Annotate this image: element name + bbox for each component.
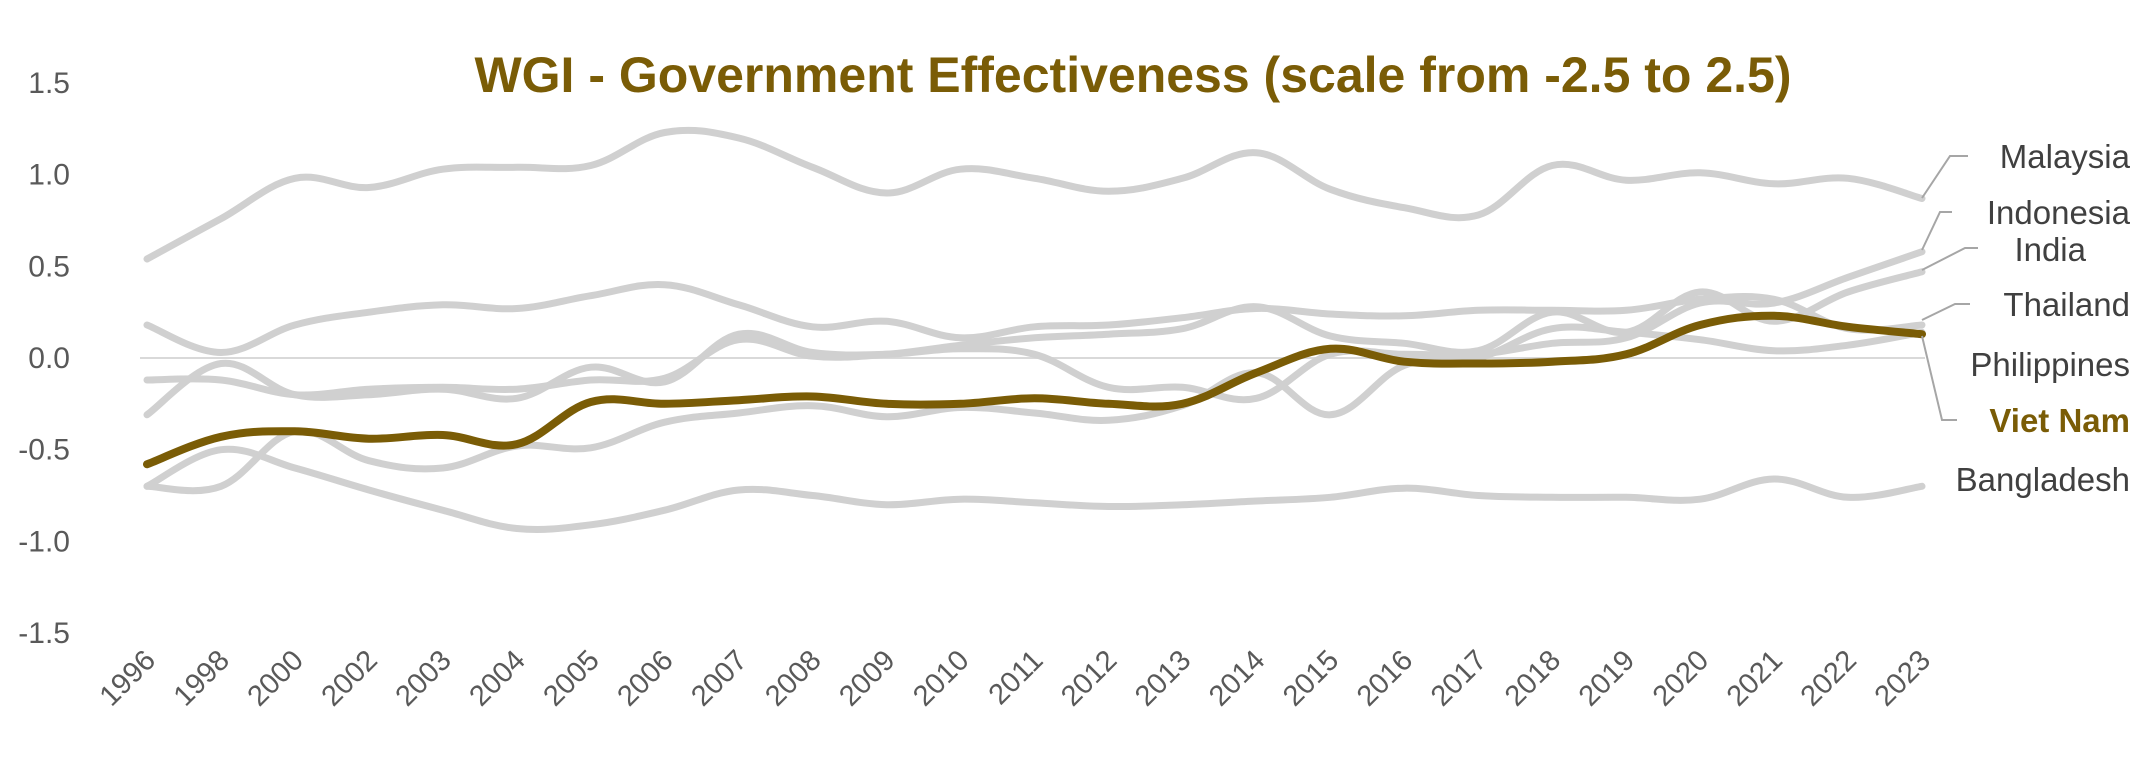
series-line-thailand: [143, 280, 1926, 356]
series-line-viet-nam: [143, 311, 1926, 469]
x-tick-label: 1998: [168, 644, 236, 712]
series-label-indonesia: Indonesia: [1987, 194, 2131, 231]
x-axis: 1996 1998 2000 2002 2003 2004 2005 2006 2007 2008…: [94, 644, 1937, 712]
x-tick-label: 2016: [1351, 644, 1419, 712]
y-tick-label: 0.5: [28, 250, 70, 283]
series-label-viet-nam: Viet Nam: [1989, 402, 2130, 439]
y-tick-label: 1.0: [28, 159, 70, 192]
x-tick-label: 2000: [242, 644, 310, 712]
x-tick-label: 2014: [1203, 644, 1271, 712]
x-tick-label: 2019: [1573, 644, 1641, 712]
label-leader-lines: [1921, 155, 1978, 421]
y-axis: 1.5 1.0 0.5 0.0 -0.5 -1.0 -1.5: [18, 67, 70, 650]
series-label-india: India: [2014, 231, 2086, 268]
chart-title: WGI - Government Effectiveness (scale fr…: [474, 47, 1791, 103]
x-tick-label: 2006: [611, 644, 679, 712]
x-tick-label: 2023: [1869, 644, 1937, 712]
leader-line-indonesia: [1921, 211, 1952, 251]
y-tick-label: 1.5: [28, 67, 70, 100]
y-tick-label: -1.0: [18, 525, 70, 558]
y-tick-label: -0.5: [18, 434, 70, 467]
series-line-philippines: [143, 323, 1926, 495]
leader-line-malaysia: [1921, 155, 1968, 199]
x-tick-label: 2020: [1647, 644, 1715, 712]
leader-line-india: [1921, 247, 1978, 271]
x-tick-label: 2021: [1721, 644, 1789, 712]
x-tick-label: 2015: [1277, 644, 1345, 712]
x-tick-label: 1996: [94, 644, 162, 712]
leader-line-thailand: [1921, 303, 1970, 321]
series-label-philippines: Philippines: [1970, 346, 2130, 383]
x-tick-label: 2009: [833, 644, 901, 712]
y-tick-label: 0.0: [28, 342, 70, 375]
x-tick-label: 2008: [759, 644, 827, 712]
series-lines: [143, 126, 1926, 533]
y-tick-label: -1.5: [18, 617, 70, 650]
x-tick-label: 2003: [390, 644, 458, 712]
x-tick-label: 2022: [1795, 644, 1863, 712]
x-tick-label: 2007: [685, 644, 753, 712]
series-label-malaysia: Malaysia: [2000, 138, 2131, 175]
x-tick-label: 2018: [1499, 644, 1567, 712]
series-line-malaysia: [143, 126, 1926, 263]
x-tick-label: 2010: [907, 644, 975, 712]
leader-line-viet-nam: [1921, 335, 1957, 421]
series-line-bangladesh: [143, 445, 1926, 533]
x-tick-label: 2013: [1129, 644, 1197, 712]
x-tick-label: 2017: [1425, 644, 1493, 712]
series-label-bangladesh: Bangladesh: [1956, 461, 2130, 498]
x-tick-label: 2002: [316, 644, 384, 712]
x-tick-label: 2004: [463, 644, 531, 712]
x-tick-label: 2011: [983, 644, 1050, 711]
series-label-thailand: Thailand: [2003, 286, 2130, 323]
x-tick-label: 2012: [1055, 644, 1123, 712]
x-tick-label: 2005: [537, 644, 605, 712]
